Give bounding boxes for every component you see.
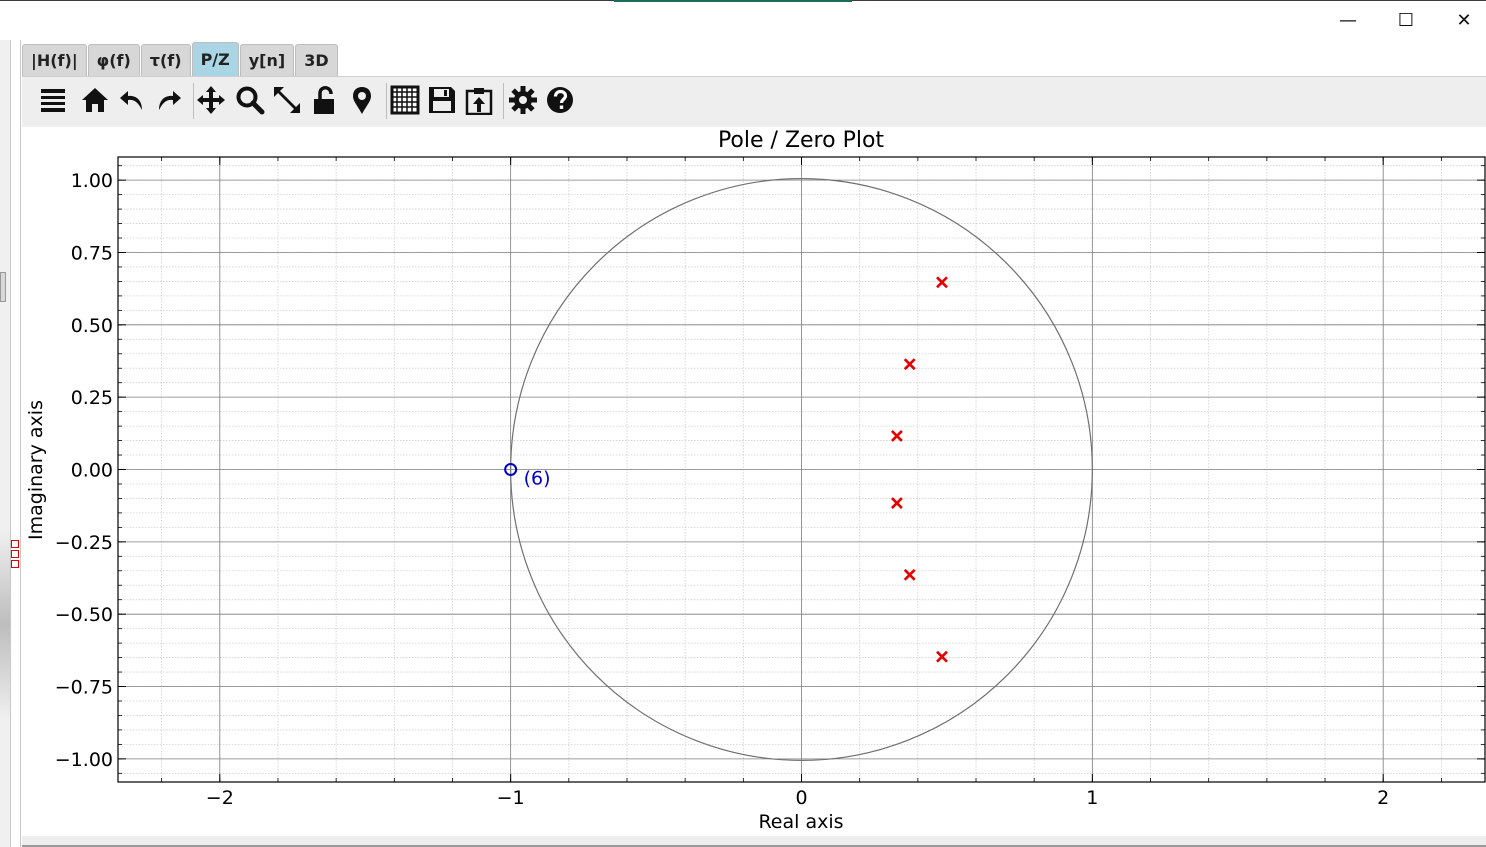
chart-title: Pole / Zero Plot bbox=[718, 128, 884, 153]
major-grid bbox=[118, 157, 1485, 782]
marker-icon[interactable] bbox=[346, 83, 378, 117]
unit-circle bbox=[510, 178, 1093, 761]
redo-icon[interactable] bbox=[153, 83, 185, 117]
plot-panel bbox=[20, 40, 1486, 847]
undo-icon[interactable] bbox=[116, 83, 148, 117]
tab-impulse-response[interactable]: y[n] bbox=[239, 44, 295, 76]
y-tick-label: 0.00 bbox=[71, 460, 113, 482]
splitter-gradient bbox=[0, 530, 10, 720]
axis-ticks: −2 −1 0 1 2 1.00 0.75 0.50 0.25 0.00 −0.25 −0.50 −0.… bbox=[55, 157, 1485, 809]
pole-stroke bbox=[903, 358, 916, 371]
window-titlebar: — ☐ ✕ bbox=[0, 0, 1486, 38]
y-tick-label: 0.75 bbox=[71, 242, 113, 264]
pole-marker bbox=[903, 568, 916, 581]
pole-marker bbox=[936, 276, 948, 289]
export-icon[interactable] bbox=[463, 83, 495, 117]
x-tick-label: 0 bbox=[795, 787, 807, 809]
pole-stroke bbox=[890, 430, 903, 442]
y-tick-label: −0.50 bbox=[55, 604, 113, 626]
x-tick-label: 2 bbox=[1377, 787, 1389, 809]
plot-toolbar bbox=[22, 76, 1486, 127]
zoom-icon[interactable] bbox=[234, 83, 266, 117]
x-axis-label: Real axis bbox=[758, 811, 843, 833]
minimize-button[interactable]: — bbox=[1339, 9, 1357, 31]
zero-multiplicity-label: (6) bbox=[524, 468, 551, 490]
home-icon[interactable] bbox=[79, 83, 111, 117]
plot-tabbar: |H(f)| φ(f) τ(f) P/Z y[n] 3D bbox=[22, 42, 338, 76]
tab-group-delay[interactable]: τ(f) bbox=[140, 44, 191, 76]
y-tick-label: −0.75 bbox=[55, 677, 113, 699]
tab-magnitude[interactable]: |H(f)| bbox=[22, 44, 87, 76]
y-tick-label: −0.25 bbox=[55, 532, 113, 554]
menu-icon[interactable] bbox=[37, 83, 69, 117]
grid-icon[interactable] bbox=[389, 83, 421, 117]
pole-stroke bbox=[903, 568, 916, 581]
splitter-handle[interactable] bbox=[0, 272, 6, 302]
autoscale-icon[interactable] bbox=[271, 83, 303, 117]
status-strip bbox=[22, 836, 1486, 847]
y-axis-label: Imaginary axis bbox=[25, 400, 47, 540]
zero-marker bbox=[504, 463, 518, 476]
chart-marks: (6) bbox=[504, 276, 948, 663]
x-tick-label: −2 bbox=[206, 787, 234, 809]
pole-marker bbox=[890, 430, 903, 442]
tab-pole-zero[interactable]: P/Z bbox=[191, 42, 239, 76]
y-tick-label: −1.00 bbox=[55, 749, 113, 771]
pole-stroke bbox=[936, 650, 948, 663]
x-tick-label: −1 bbox=[497, 787, 525, 809]
x-tick-label: 1 bbox=[1086, 787, 1098, 809]
y-tick-label: 0.50 bbox=[71, 315, 113, 337]
pole-stroke bbox=[936, 276, 948, 289]
save-icon[interactable] bbox=[426, 83, 458, 117]
pole-stroke bbox=[890, 497, 903, 509]
splitter-marker-icon bbox=[11, 540, 19, 568]
close-button[interactable]: ✕ bbox=[1456, 9, 1472, 31]
settings-icon[interactable] bbox=[507, 83, 539, 117]
tab-phase[interactable]: φ(f) bbox=[87, 44, 140, 76]
tab-3d[interactable]: 3D bbox=[295, 44, 338, 76]
pan-icon[interactable] bbox=[195, 83, 227, 117]
y-tick-label: 0.25 bbox=[71, 387, 113, 409]
left-splitter[interactable] bbox=[0, 40, 11, 847]
titlebar-accent bbox=[614, 0, 852, 2]
pole-marker bbox=[936, 650, 948, 663]
pole-marker bbox=[890, 497, 903, 509]
help-icon[interactable] bbox=[544, 83, 576, 117]
maximize-button[interactable]: ☐ bbox=[1397, 9, 1415, 31]
pole-marker bbox=[903, 358, 916, 371]
lock-icon[interactable] bbox=[308, 83, 340, 117]
y-tick-label: 1.00 bbox=[71, 170, 113, 192]
